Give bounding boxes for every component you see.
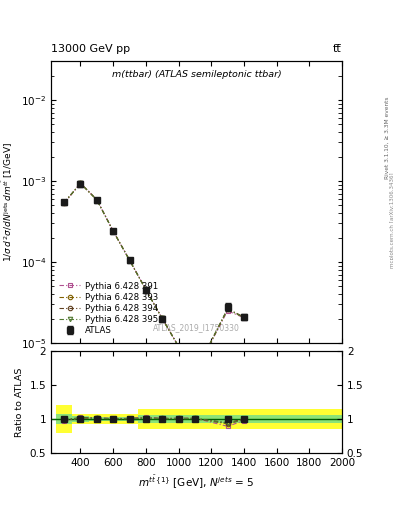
Pythia 6.428 391 xyxy=(111,228,116,234)
Pythia 6.428 393 xyxy=(78,180,83,186)
Pythia 6.428 391 xyxy=(78,180,83,186)
Pythia 6.428 391 xyxy=(225,308,230,314)
Line: Pythia 6.428 394: Pythia 6.428 394 xyxy=(62,181,246,375)
Pythia 6.428 395 xyxy=(78,180,83,186)
Pythia 6.428 395 xyxy=(127,257,132,263)
Line: Pythia 6.428 393: Pythia 6.428 393 xyxy=(62,181,246,376)
Pythia 6.428 393 xyxy=(62,200,66,206)
Text: Rivet 3.1.10, ≥ 3.3M events: Rivet 3.1.10, ≥ 3.3M events xyxy=(385,97,389,180)
Pythia 6.428 394 xyxy=(176,344,181,350)
Pythia 6.428 395 xyxy=(143,287,148,293)
Pythia 6.428 393 xyxy=(176,344,181,350)
Pythia 6.428 394 xyxy=(78,180,83,186)
Line: Pythia 6.428 391: Pythia 6.428 391 xyxy=(62,181,246,375)
Y-axis label: Ratio to ATLAS: Ratio to ATLAS xyxy=(15,367,24,437)
Pythia 6.428 391 xyxy=(242,315,246,321)
Pythia 6.428 393 xyxy=(160,315,165,322)
Pythia 6.428 394 xyxy=(127,257,132,263)
Pythia 6.428 395 xyxy=(94,197,99,203)
Pythia 6.428 393 xyxy=(127,257,132,263)
Legend: Pythia 6.428 391, Pythia 6.428 393, Pythia 6.428 394, Pythia 6.428 395, ATLAS: Pythia 6.428 391, Pythia 6.428 393, Pyth… xyxy=(55,278,162,339)
Text: tt̅: tt̅ xyxy=(333,44,342,54)
Pythia 6.428 393 xyxy=(193,370,197,376)
Pythia 6.428 394 xyxy=(160,315,165,322)
Pythia 6.428 394 xyxy=(94,197,99,203)
Text: m(ttbar) (ATLAS semileptonic ttbar): m(ttbar) (ATLAS semileptonic ttbar) xyxy=(112,70,281,79)
Pythia 6.428 395 xyxy=(242,314,246,321)
Pythia 6.428 391 xyxy=(143,286,148,292)
Pythia 6.428 391 xyxy=(193,370,197,376)
Pythia 6.428 394 xyxy=(111,228,116,234)
Pythia 6.428 394 xyxy=(242,314,246,320)
Pythia 6.428 393 xyxy=(242,314,246,321)
Pythia 6.428 395 xyxy=(160,315,165,322)
Pythia 6.428 394 xyxy=(193,370,197,376)
Pythia 6.428 391 xyxy=(160,315,165,322)
Pythia 6.428 395 xyxy=(111,228,116,234)
Pythia 6.428 391 xyxy=(94,197,99,203)
Pythia 6.428 395 xyxy=(176,344,181,350)
Line: Pythia 6.428 395: Pythia 6.428 395 xyxy=(62,181,246,375)
Text: mcplots.cern.ch [arXiv:1306.3436]: mcplots.cern.ch [arXiv:1306.3436] xyxy=(390,173,393,268)
Pythia 6.428 393 xyxy=(143,287,148,293)
Pythia 6.428 395 xyxy=(193,370,197,376)
Text: 13000 GeV pp: 13000 GeV pp xyxy=(51,44,130,54)
Text: ATLAS_2019_I1750330: ATLAS_2019_I1750330 xyxy=(153,323,240,332)
Pythia 6.428 391 xyxy=(62,200,66,206)
Pythia 6.428 393 xyxy=(225,306,230,312)
Pythia 6.428 394 xyxy=(225,306,230,312)
Pythia 6.428 391 xyxy=(127,257,132,263)
Pythia 6.428 391 xyxy=(176,343,181,349)
Pythia 6.428 393 xyxy=(94,197,99,203)
Pythia 6.428 395 xyxy=(62,200,66,206)
Y-axis label: $1/\sigma\,d^2\sigma/dN^\mathrm{jets}\,dm^{t\bar{t}}$ [1/GeV]: $1/\sigma\,d^2\sigma/dN^\mathrm{jets}\,d… xyxy=(1,142,15,262)
Pythia 6.428 394 xyxy=(62,199,66,205)
Pythia 6.428 393 xyxy=(111,228,116,234)
Pythia 6.428 395 xyxy=(225,306,230,312)
X-axis label: $m^{t\bar{t}\,\{1\}}$ [GeV], $N^{jets}$ = 5: $m^{t\bar{t}\,\{1\}}$ [GeV], $N^{jets}$ … xyxy=(138,474,255,490)
Pythia 6.428 394 xyxy=(143,287,148,293)
